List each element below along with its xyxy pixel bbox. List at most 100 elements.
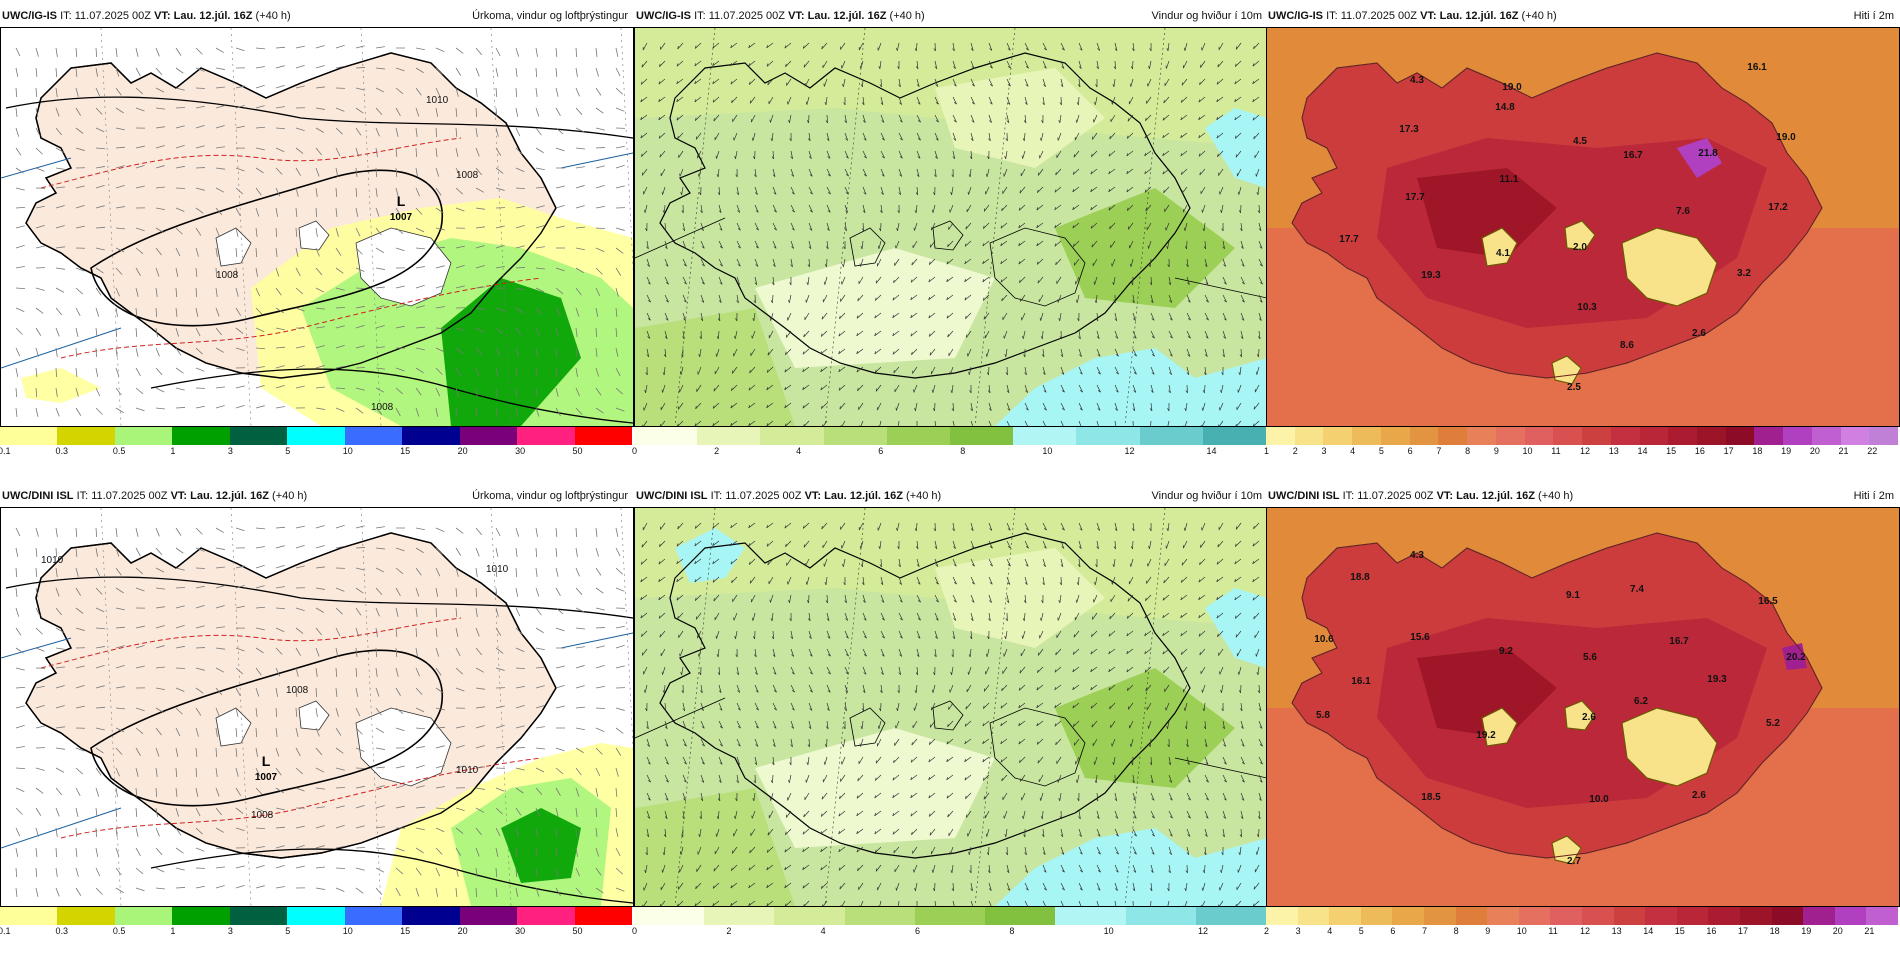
- colorbar-swatch: [402, 907, 459, 925]
- model-name: UWC/IG-IS: [2, 10, 57, 22]
- temperature-value: 2.0: [1573, 242, 1587, 253]
- colorbar-tick-label: 0.3: [55, 926, 68, 936]
- colorbar-swatch: [1614, 907, 1646, 925]
- temperature-value: 8.6: [1620, 340, 1634, 351]
- temperature-value: 10.3: [1577, 302, 1597, 313]
- colorbar-tick-label: 1: [1264, 446, 1269, 456]
- colorbar-swatch: [1381, 427, 1410, 445]
- colorbar-tick-label: 20: [458, 926, 468, 936]
- colorbar-swatch: [230, 907, 287, 925]
- colorbar-swatch: [0, 427, 57, 445]
- panel-title: UWC/IG-IS IT: 11.07.2025 00Z VT: Lau. 12…: [634, 5, 1268, 27]
- temperature-value: 6.2: [1634, 696, 1648, 707]
- colorbar-swatch: [697, 427, 760, 445]
- colorbar-tick-label: 3: [1296, 926, 1301, 936]
- isobar-label: 1008: [286, 685, 309, 696]
- init-label: IT:: [1326, 10, 1338, 22]
- colorbar-swatch: [1740, 907, 1772, 925]
- colorbar-swatch: [1866, 907, 1898, 925]
- colorbar-swatch: [1708, 907, 1740, 925]
- colorbar-swatch: [1456, 907, 1488, 925]
- colorbar-tick-label: 9: [1494, 446, 1499, 456]
- map-view[interactable]: [634, 27, 1268, 427]
- colorbar-swatch: [915, 907, 985, 925]
- temperature-value: 9.1: [1566, 590, 1580, 601]
- temperature-value: 10.0: [1589, 794, 1609, 805]
- colorbar-tick-label: 15: [1675, 926, 1685, 936]
- colorbar-swatch: [460, 427, 517, 445]
- temperature-value: 19.0: [1776, 132, 1796, 143]
- colorbar-swatch: [172, 427, 229, 445]
- colorbar-tick-label: 13: [1609, 446, 1619, 456]
- colorbar-tick-label: 16: [1706, 926, 1716, 936]
- colorbar-swatch: [1055, 907, 1125, 925]
- isobar-label: 1008: [216, 270, 239, 281]
- temperature-value: 2.5: [1567, 382, 1581, 393]
- colorbar-swatch: [1295, 427, 1324, 445]
- colorbar-tick-label: 4: [796, 446, 801, 456]
- model-name: UWC/DINI ISL: [2, 490, 74, 502]
- colorbar-tick-label: 13: [1612, 926, 1622, 936]
- colorbar-swatch: [1841, 427, 1870, 445]
- init-label: IT:: [60, 10, 72, 22]
- colorbar-tick-label: 10: [1517, 926, 1527, 936]
- colorbar-swatch: [345, 427, 402, 445]
- valid-time: Lau. 12.júl. 16Z: [190, 490, 269, 502]
- temperature-value: 4.5: [1573, 136, 1587, 147]
- colorbar-swatch: [230, 427, 287, 445]
- map-panel-p6: UWC/DINI ISL IT: 11.07.2025 00Z VT: Lau.…: [1266, 485, 1900, 957]
- temperature-value: 19.3: [1421, 270, 1441, 281]
- colorbar-tick-label: 5: [285, 926, 290, 936]
- colorbar-swatch: [57, 427, 114, 445]
- init-label: IT:: [694, 10, 706, 22]
- temperature-value: 16.1: [1351, 676, 1371, 687]
- panel-title: UWC/DINI ISL IT: 11.07.2025 00Z VT: Lau.…: [634, 485, 1268, 507]
- colorbar-swatch: [774, 907, 844, 925]
- colorbar: [634, 907, 1266, 925]
- colorbar-swatch: [1496, 427, 1525, 445]
- colorbar-swatch: [1076, 427, 1139, 445]
- colorbar-swatch: [517, 907, 574, 925]
- colorbar-tick-label: 14: [1207, 446, 1217, 456]
- colorbar-tick-label: 0: [632, 926, 637, 936]
- colorbar-swatch: [824, 427, 887, 445]
- temperature-value: 3.2: [1737, 268, 1751, 279]
- colorbar-swatch: [1487, 907, 1519, 925]
- colorbar-tick-label: 5: [285, 446, 290, 456]
- temperature-value: 4.3: [1410, 550, 1424, 561]
- colorbar-swatch: [1553, 427, 1582, 445]
- colorbar-tick-label: 18: [1770, 926, 1780, 936]
- colorbar-swatch: [1582, 427, 1611, 445]
- colorbar-tick-label: 1: [170, 926, 175, 936]
- colorbar-tick-label: 10: [1042, 446, 1052, 456]
- isobar-label: 1010: [486, 564, 509, 575]
- colorbar: [1266, 427, 1898, 445]
- map-view[interactable]: [634, 507, 1268, 907]
- field-name: Vindur og hviður í 10m: [1152, 485, 1262, 507]
- temperature-value: 4.1: [1496, 248, 1510, 259]
- colorbar-tick-label: 6: [878, 446, 883, 456]
- lead-time: (+40 h): [272, 490, 307, 502]
- colorbar-tick-label: 0.1: [0, 446, 11, 456]
- colorbar-swatch: [1329, 907, 1361, 925]
- valid-label: VT:: [1420, 10, 1437, 22]
- lead-time: (+40 h): [1538, 490, 1573, 502]
- colorbar: [634, 427, 1266, 445]
- colorbar-swatch: [1361, 907, 1393, 925]
- valid-time: Lau. 12.júl. 16Z: [174, 10, 253, 22]
- colorbar-tick-label: 30: [515, 926, 525, 936]
- colorbar-swatch: [115, 907, 172, 925]
- colorbar-tick-label: 8: [1454, 926, 1459, 936]
- temperature-value: 20.2: [1786, 652, 1806, 663]
- temperature-value: 5.2: [1766, 718, 1780, 729]
- colorbar-swatch: [1525, 427, 1554, 445]
- isobar-label: 1008: [371, 402, 394, 413]
- colorbar-tick-label: 14: [1643, 926, 1653, 936]
- temperature-value: 2.6: [1692, 328, 1706, 339]
- colorbar-swatch: [402, 427, 459, 445]
